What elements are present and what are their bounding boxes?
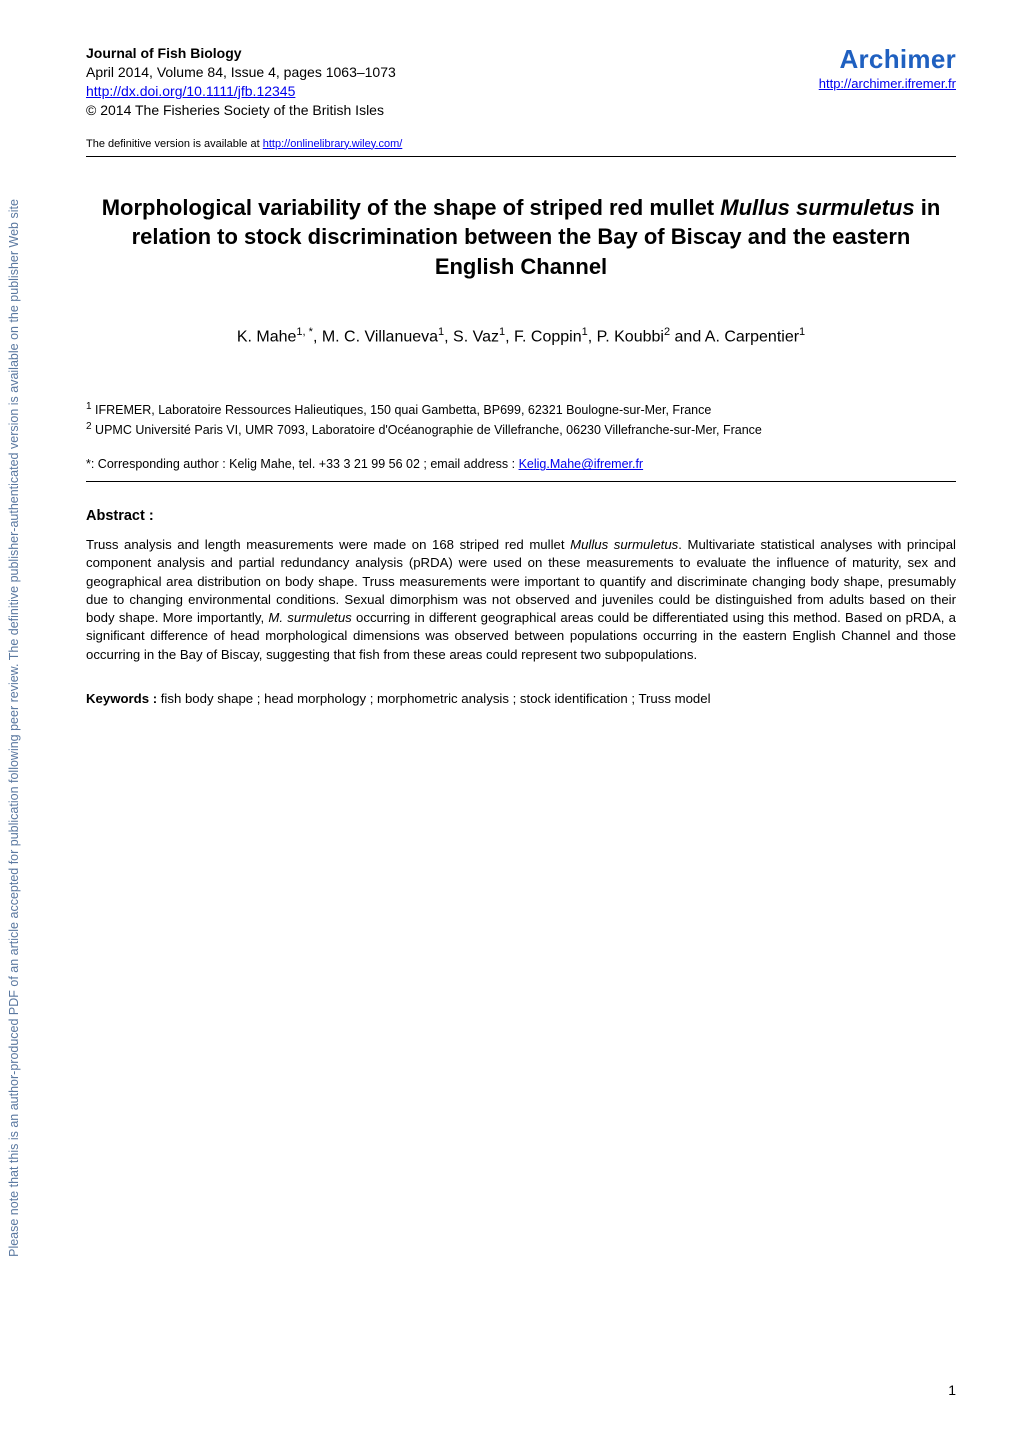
- page-number: 1: [948, 1382, 956, 1398]
- definitive-version-line: The definitive version is available at h…: [86, 138, 956, 150]
- author-4: F. Coppin: [514, 328, 582, 345]
- affiliation-block: 1 IFREMER, Laboratoire Ressources Halieu…: [86, 400, 956, 439]
- archimer-link[interactable]: http://archimer.ifremer.fr: [819, 76, 956, 91]
- author-4-sup: 1: [582, 326, 588, 338]
- header-separator-rule: [86, 156, 956, 157]
- author-and: and: [670, 328, 705, 345]
- author-2-sup: 1: [438, 326, 444, 338]
- author-2: M. C. Villanueva: [322, 328, 438, 345]
- page-content: Journal of Fish Biology April 2014, Volu…: [86, 44, 956, 1398]
- corresponding-email-link[interactable]: Kelig.Mahe@ifremer.fr: [519, 457, 644, 471]
- header-left: Journal of Fish Biology April 2014, Volu…: [86, 44, 396, 120]
- definitive-version-prefix: The definitive version is available at: [86, 138, 263, 150]
- abstract-species-1: Mullus surmuletus: [570, 537, 678, 552]
- abstract-heading: Abstract :: [86, 508, 956, 524]
- author-6-sup: 1: [799, 326, 805, 338]
- author-3-sup: 1: [499, 326, 505, 338]
- abstract-species-2: M. surmuletus: [268, 610, 351, 625]
- header-right: Archimer http://archimer.ifremer.fr: [819, 44, 956, 93]
- copyright-line: © 2014 The Fisheries Society of the Brit…: [86, 101, 396, 120]
- definitive-version-link[interactable]: http://onlinelibrary.wiley.com/: [263, 138, 403, 150]
- keywords-text: fish body shape ; head morphology ; morp…: [157, 691, 710, 706]
- affiliation-1-text: IFREMER, Laboratoire Ressources Halieuti…: [92, 403, 712, 417]
- affiliation-2: 2 UPMC Université Paris VI, UMR 7093, La…: [86, 420, 956, 440]
- archimer-brand: Archimer: [819, 44, 956, 75]
- author-1: K. Mahe: [237, 328, 297, 345]
- journal-name: Journal of Fish Biology: [86, 44, 396, 63]
- abstract-body: Truss analysis and length measurements w…: [86, 536, 956, 664]
- author-1-sup: 1, *: [296, 326, 313, 338]
- title-species: Mullus surmuletus: [720, 195, 914, 220]
- affiliation-1: 1 IFREMER, Laboratoire Ressources Halieu…: [86, 400, 956, 420]
- keywords-label: Keywords :: [86, 691, 157, 706]
- title-part-1: Morphological variability of the shape o…: [102, 195, 721, 220]
- corresponding-author-line: *: Corresponding author : Kelig Mahe, te…: [86, 457, 956, 471]
- mid-separator-rule: [86, 481, 956, 482]
- header-block: Journal of Fish Biology April 2014, Volu…: [86, 44, 956, 128]
- keywords-block: Keywords : fish body shape ; head morpho…: [86, 690, 956, 708]
- doi-link[interactable]: http://dx.doi.org/10.1111/jfb.12345: [86, 83, 295, 99]
- issue-line: April 2014, Volume 84, Issue 4, pages 10…: [86, 63, 396, 82]
- author-5: P. Koubbi: [597, 328, 664, 345]
- abstract-seg-1: Truss analysis and length measurements w…: [86, 537, 570, 552]
- corresponding-prefix: *: Corresponding author : Kelig Mahe, te…: [86, 457, 519, 471]
- author-6: A. Carpentier: [705, 328, 799, 345]
- author-list: K. Mahe1, *, M. C. Villanueva1, S. Vaz1,…: [86, 326, 956, 346]
- article-title: Morphological variability of the shape o…: [96, 193, 946, 282]
- affiliation-2-text: UPMC Université Paris VI, UMR 7093, Labo…: [92, 423, 762, 437]
- author-3: S. Vaz: [453, 328, 499, 345]
- side-margin-note: Please note that this is an author-produ…: [7, 199, 21, 1257]
